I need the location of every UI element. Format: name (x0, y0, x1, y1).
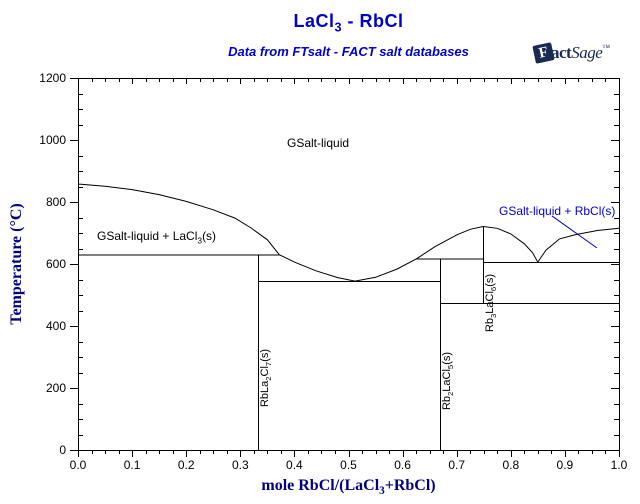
x-tick-label: 0.0 (69, 458, 87, 472)
factsage-sage-text: Sage (571, 43, 603, 62)
region-label-leader-line (551, 215, 598, 249)
page-subtitle: Data from FTsalt - FACT salt databases (228, 44, 469, 59)
y-tick-label: 800 (45, 195, 66, 209)
x-tick-label: 0.8 (502, 458, 520, 472)
x-tick-label: 0.1 (123, 458, 141, 472)
y-tick-label: 200 (45, 381, 66, 395)
compound-label-rbla2cl7: RbLa2Cl7(s) (258, 348, 274, 408)
y-tick-label: 600 (45, 257, 66, 271)
compound-label-rb2lacl5: Rb2LaCl5(s) (440, 351, 456, 411)
y-tick-label: 400 (45, 319, 66, 333)
x-axis-title: mole RbCl/(LaCl3+RbCl) (261, 477, 436, 498)
x-tick-label: 0.9 (556, 458, 574, 472)
factsage-trademark: ™ (602, 42, 611, 52)
region-label-gsalt-liquid: GSalt-liquid (287, 136, 350, 150)
region-label-gsalt-liquid-lacl3: GSalt-liquid + LaCl3(s) (97, 229, 217, 246)
x-tick-label: 0.7 (448, 458, 466, 472)
plot-border (78, 78, 620, 451)
y-tick-label: 0 (59, 443, 66, 457)
factsage-act-text: act (551, 43, 572, 62)
x-tick-label: 1.0 (610, 458, 628, 472)
y-tick-label: 1000 (39, 133, 66, 147)
x-tick-label: 0.4 (286, 458, 303, 472)
y-tick-label: 1200 (39, 71, 66, 85)
x-tick-label: 0.5 (340, 458, 357, 472)
x-tick-label: 0.2 (177, 458, 195, 472)
compound-label-rb3lacl6: Rb3LaCl6(s) (483, 273, 499, 333)
x-tick-label: 0.3 (231, 458, 249, 472)
region-label-gsalt-liquid-rbcl: GSalt-liquid + RbCl(s) (499, 204, 616, 218)
page-title: LaCl3 - RbCl (293, 11, 404, 35)
liquidus-curve (77, 183, 620, 282)
x-tick-label: 0.6 (394, 458, 411, 472)
